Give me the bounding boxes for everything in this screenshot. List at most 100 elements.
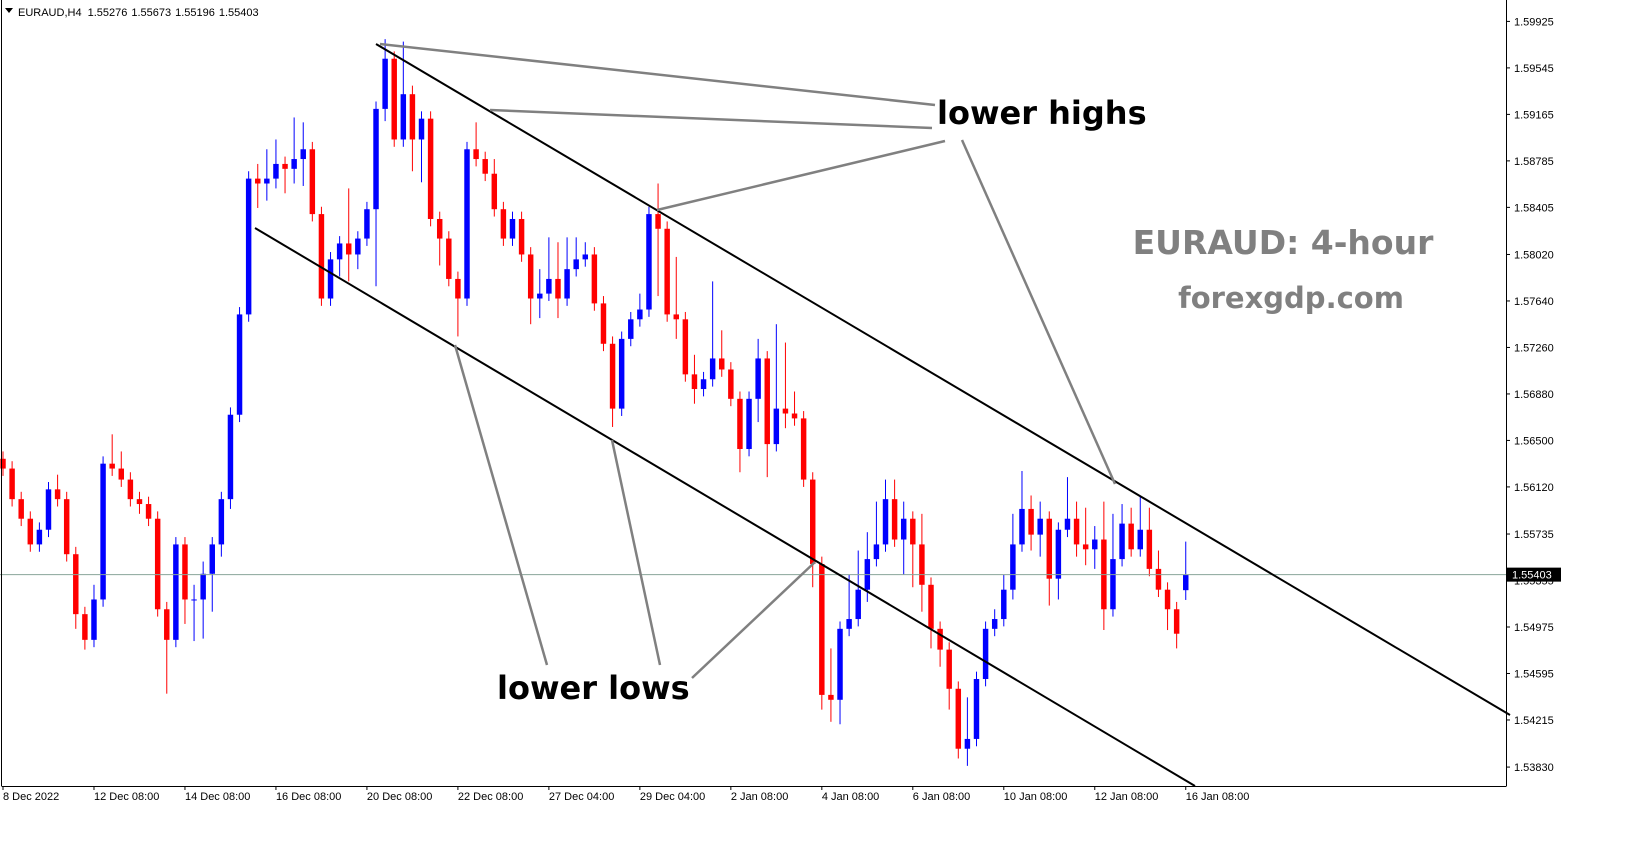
y-tick-label: 1.54595 xyxy=(1514,668,1554,680)
candle-body xyxy=(127,479,134,500)
upper-channel-line xyxy=(375,43,1511,716)
candle-body xyxy=(227,414,234,500)
candle-body xyxy=(673,314,679,320)
y-tick-label: 1.57640 xyxy=(1514,296,1554,308)
candle-body xyxy=(837,628,843,700)
y-tick-label: 1.58405 xyxy=(1514,202,1554,214)
candle-body xyxy=(719,358,725,370)
pointer xyxy=(379,42,936,107)
y-tick-label: 1.59925 xyxy=(1514,16,1554,28)
candle-body xyxy=(1055,529,1062,579)
candle-body xyxy=(373,108,379,210)
y-tick-label: 1.57260 xyxy=(1514,342,1554,354)
pointer xyxy=(656,139,946,212)
candle-body xyxy=(746,398,752,449)
candle-body xyxy=(446,238,452,279)
candle-body xyxy=(400,94,407,140)
y-tick-label: 1.56120 xyxy=(1514,482,1554,494)
candle-body xyxy=(655,214,661,229)
candle-body xyxy=(728,369,734,399)
candle-body xyxy=(637,309,643,320)
candle-body xyxy=(700,379,707,390)
candle-body xyxy=(182,544,188,600)
y-tick-label: 1.58785 xyxy=(1514,156,1554,168)
candle-body xyxy=(982,628,989,679)
candle-body xyxy=(73,554,79,615)
candle-body xyxy=(91,599,97,640)
x-tick-label: 29 Dec 04:00 xyxy=(640,791,705,803)
candle-body xyxy=(118,468,125,480)
candle-body xyxy=(1082,544,1089,550)
y-tick-label: 1.55735 xyxy=(1514,529,1554,541)
candle-body xyxy=(973,678,980,739)
candle-body xyxy=(54,489,61,500)
annotation: lower lows xyxy=(497,669,690,707)
candle-body xyxy=(0,458,6,469)
candle-body xyxy=(646,214,652,310)
candle-body xyxy=(1155,568,1162,590)
x-tick-label: 6 Jan 08:00 xyxy=(913,791,971,803)
x-tick-label: 8 Dec 2022 xyxy=(3,791,59,803)
x-tick-label: 10 Jan 08:00 xyxy=(1004,791,1068,803)
candle-body xyxy=(664,228,670,315)
candle-body xyxy=(136,499,143,505)
candle-body xyxy=(555,278,561,299)
candle-body xyxy=(955,688,962,749)
header-close: 1.55403 xyxy=(219,7,259,19)
candle-body xyxy=(709,358,716,380)
candle-body xyxy=(828,694,834,700)
candle-body xyxy=(9,468,15,500)
candle-body xyxy=(36,529,43,545)
candle-body xyxy=(1146,529,1153,569)
x-tick-label: 22 Dec 08:00 xyxy=(458,791,523,803)
candle-body xyxy=(327,259,334,299)
candle-body xyxy=(1019,508,1025,545)
candle-body xyxy=(18,499,24,519)
candle-body xyxy=(45,489,52,530)
header-low: 1.55196 xyxy=(175,7,215,19)
candle-body xyxy=(382,58,388,109)
candle-body xyxy=(891,499,898,540)
candle-body xyxy=(819,563,825,695)
axes: 1.59925 1.59545 1.59165 1.58785 1.58405 1.580… xyxy=(2,16,1561,803)
candle-body xyxy=(882,499,889,545)
y-tick-label: 1.56880 xyxy=(1514,389,1554,401)
pointer xyxy=(610,439,662,666)
candle-body xyxy=(937,628,943,650)
candle-body xyxy=(482,159,488,174)
candle-body xyxy=(1119,523,1125,560)
candle-body xyxy=(500,209,507,239)
candle-body xyxy=(1110,559,1116,610)
candle-body xyxy=(782,408,789,414)
candle-body xyxy=(273,163,279,179)
x-tick-label: 12 Jan 08:00 xyxy=(1095,791,1159,803)
candle-body xyxy=(173,544,179,640)
candle-body xyxy=(564,269,570,299)
candle-body xyxy=(1173,609,1180,634)
candle-body xyxy=(773,408,780,445)
candle-body xyxy=(255,178,261,184)
candle-body xyxy=(1001,589,1007,620)
candle-body xyxy=(336,243,343,260)
candle-body xyxy=(755,358,761,399)
candle-body xyxy=(391,58,397,140)
candle-body xyxy=(455,278,461,299)
candle-body xyxy=(318,214,325,299)
candle-body xyxy=(910,518,916,545)
candle-body xyxy=(82,614,88,640)
candle-body xyxy=(218,499,225,545)
candle-body xyxy=(537,293,543,299)
header-high: 1.55673 xyxy=(131,7,171,19)
candle-body xyxy=(800,418,807,480)
x-tick-label: 14 Dec 08:00 xyxy=(185,791,250,803)
watermark-title: EURAUD: 4-hour xyxy=(1133,223,1434,262)
last-price-box xyxy=(1507,567,1561,582)
x-tick-label: 20 Dec 08:00 xyxy=(367,791,432,803)
candle-body xyxy=(928,584,934,629)
candle-body xyxy=(264,178,270,184)
candle-body xyxy=(509,218,516,239)
candle-body xyxy=(691,374,698,390)
x-tick-label: 16 Jan 08:00 xyxy=(1186,791,1250,803)
candle-body xyxy=(573,259,579,270)
